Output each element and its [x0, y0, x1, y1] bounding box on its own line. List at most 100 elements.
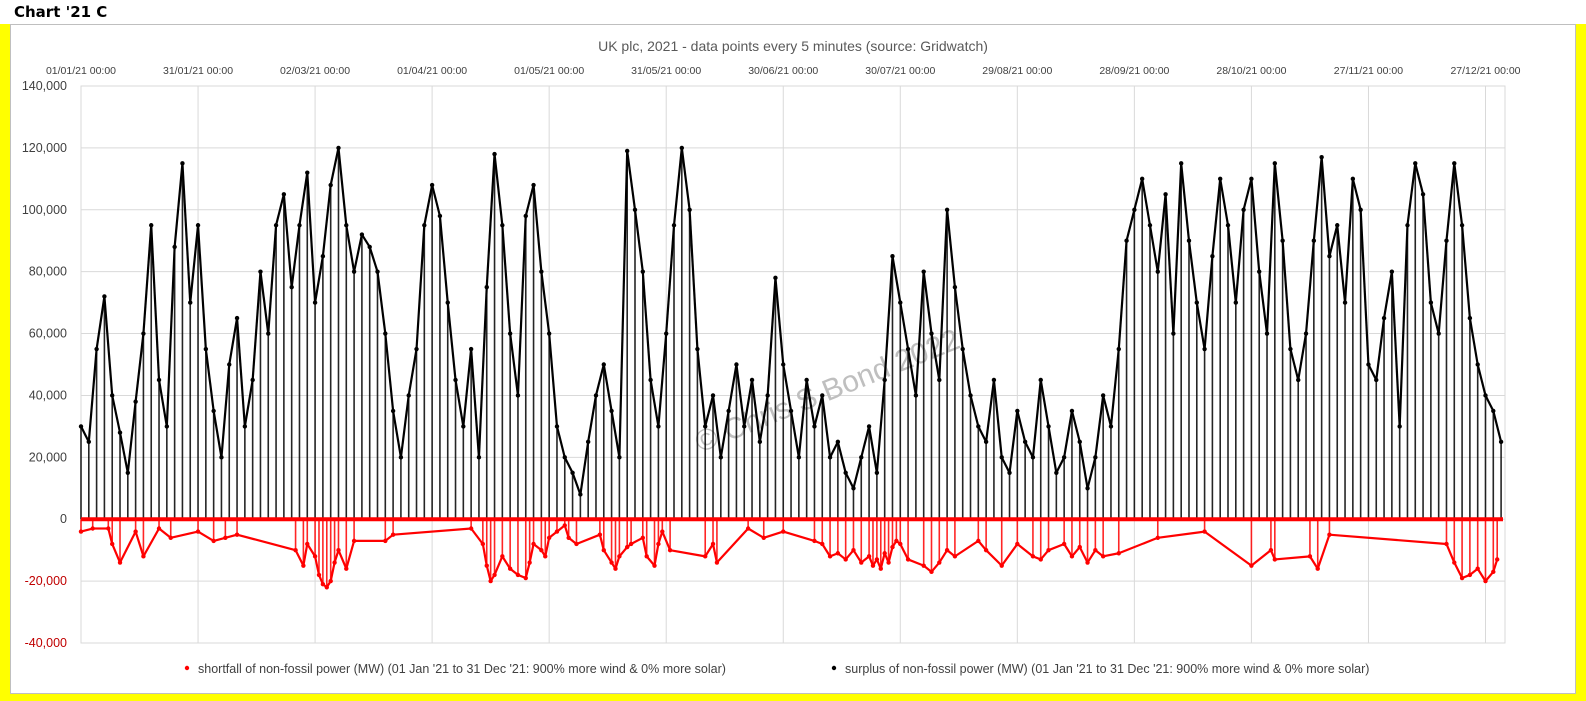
series-segment [719, 410, 730, 458]
series-segment [158, 527, 172, 539]
series-segment [528, 543, 535, 563]
series-segment [887, 546, 894, 563]
series-segment [618, 150, 629, 458]
series-segment [922, 271, 933, 334]
series-segment [173, 163, 184, 248]
series-segment [1274, 555, 1311, 561]
plot-area [80, 85, 1506, 644]
series-segment [1476, 568, 1487, 582]
series-segment [376, 271, 387, 334]
series-segment [1390, 271, 1401, 427]
series-segment [680, 147, 691, 210]
series-segment [165, 246, 176, 427]
series-segment [899, 302, 910, 350]
series-segment [1375, 317, 1386, 381]
series-segment [1343, 178, 1354, 303]
legend-label-shortfall: shortfall of non-fossil power (MW) (01 J… [198, 662, 726, 676]
series-segment [1309, 555, 1319, 570]
series-segment [204, 348, 215, 412]
series-segment [1063, 410, 1074, 458]
series-segment [337, 147, 348, 226]
series-segment [907, 558, 925, 567]
series-segment [298, 172, 309, 226]
series-segment [1367, 364, 1378, 381]
data-point [1498, 439, 1504, 445]
series-segment [716, 527, 749, 564]
series-segment [485, 154, 496, 288]
series-segment [345, 540, 356, 570]
series-segment [985, 549, 1003, 567]
series-segment [1336, 225, 1347, 303]
series-segment [1086, 549, 1097, 564]
series-segment [493, 153, 504, 226]
series-segment [251, 271, 262, 381]
x-tick-label: 02/03/21 00:00 [280, 65, 350, 77]
series-segment [1000, 543, 1019, 567]
series-segment [290, 225, 301, 288]
chart-frame[interactable]: UK plc, 2021 - data points every 5 minut… [10, 24, 1576, 694]
series-segment [879, 552, 886, 570]
series-segment [1406, 163, 1417, 226]
scatter-chart: UK plc, 2021 - data points every 5 minut… [22, 38, 1521, 676]
y-tick-label: -40,000 [25, 636, 67, 650]
series-segment [747, 527, 765, 539]
legend: shortfall of non-fossil power (MW) (01 J… [184, 662, 1369, 676]
series-segment [610, 410, 621, 458]
series-segment [544, 537, 551, 557]
series-segment [415, 225, 426, 350]
series-segment [1328, 224, 1339, 257]
series-segment [1382, 271, 1393, 319]
series-segment [454, 379, 465, 427]
series-segment [1421, 194, 1432, 303]
series-segment [134, 333, 145, 402]
legend-marker-surplus [831, 665, 837, 671]
series-segment [134, 531, 145, 557]
legend-marker-shortfall [184, 665, 190, 671]
series-segment [1460, 225, 1471, 319]
x-tick-label: 31/01/21 00:00 [163, 65, 233, 77]
series-segment [524, 184, 535, 217]
series-shortfall [78, 517, 1503, 590]
series-segment [236, 533, 296, 552]
series-segment [633, 209, 644, 272]
series-segment [1102, 552, 1119, 558]
series-segment [462, 348, 473, 427]
series-segment [1094, 395, 1105, 458]
series-segment [345, 225, 356, 272]
series-segment [766, 277, 777, 396]
series-segment [696, 348, 707, 427]
x-tick-label: 27/12/21 00:00 [1450, 65, 1520, 77]
series-segment [763, 530, 784, 539]
series-segment [1109, 348, 1120, 427]
series-segment [1312, 157, 1323, 241]
x-tick-label: 01/01/21 00:00 [46, 65, 116, 77]
series-segment [1265, 163, 1276, 334]
series-segment [80, 425, 90, 443]
series-segment [985, 379, 996, 442]
series-segment [1039, 379, 1050, 427]
series-segment [95, 296, 106, 350]
series-segment [688, 209, 699, 350]
series-segment [727, 364, 738, 412]
series-segment [1117, 240, 1128, 350]
series-segment [1429, 302, 1440, 334]
series-segment [1024, 441, 1034, 458]
series-segment [774, 277, 785, 365]
series-segment [1297, 333, 1308, 381]
series-segment [782, 530, 815, 542]
y-tick-label: 100,000 [22, 203, 67, 217]
series-segment [294, 549, 305, 567]
y-axis-ticks: 140,000 120,000 100,000 80,000 60,000 40,000 2… [22, 79, 67, 650]
series-segment [360, 233, 371, 248]
x-tick-label: 30/06/21 00:00 [748, 65, 818, 77]
series-segment [119, 531, 137, 564]
series-segment [212, 410, 223, 458]
y-tick-label: -20,000 [25, 574, 67, 588]
sheet-title: Chart '21 C [0, 0, 1586, 24]
series-segment [630, 536, 644, 545]
series-segment [111, 543, 122, 563]
series-segment [1468, 317, 1479, 365]
series-segment [555, 426, 566, 458]
x-tick-label: 28/09/21 00:00 [1099, 65, 1169, 77]
series-segment [548, 333, 559, 427]
